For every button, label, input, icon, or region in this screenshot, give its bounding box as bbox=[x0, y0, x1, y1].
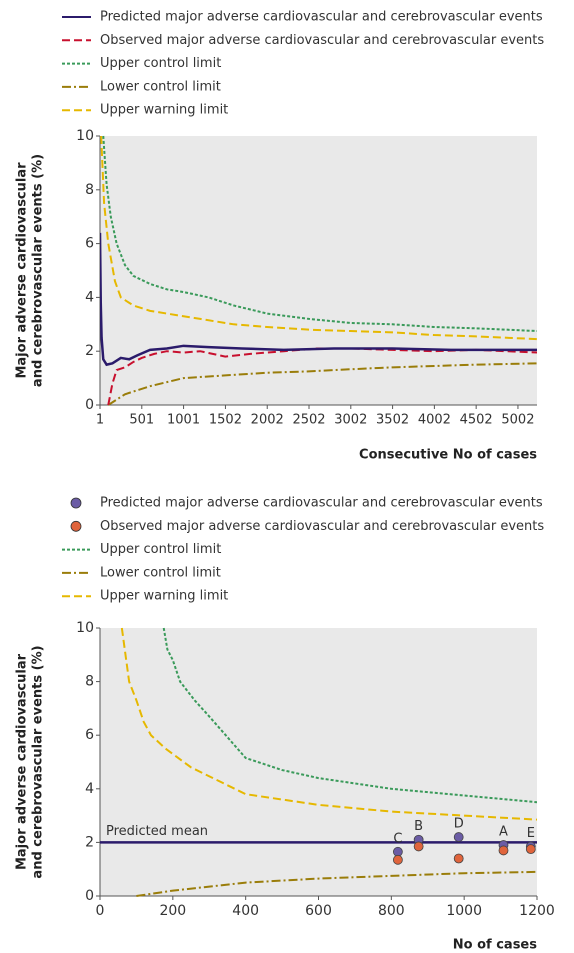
legend-label: Observed major adverse cardiovascular an… bbox=[100, 519, 544, 534]
plot-area bbox=[100, 136, 537, 405]
y-tick-label: 6 bbox=[85, 727, 94, 743]
x-tick-label: 2502 bbox=[292, 413, 325, 428]
y-tick-label: 4 bbox=[85, 289, 94, 305]
x-axis-label: No of cases bbox=[453, 938, 537, 953]
x-tick-label: 600 bbox=[305, 903, 332, 919]
y-tick-label: 2 bbox=[85, 834, 94, 850]
x-tick-label: 400 bbox=[232, 903, 259, 919]
x-tick-label: 4002 bbox=[418, 413, 451, 428]
series-line bbox=[107, 362, 537, 406]
x-tick-label: 4502 bbox=[460, 413, 493, 428]
x-tick-label: 501 bbox=[129, 413, 154, 428]
x-tick-label: 0 bbox=[96, 903, 105, 919]
series-line bbox=[102, 135, 537, 333]
x-tick-label: 1200 bbox=[519, 903, 555, 919]
point-label: E bbox=[527, 826, 535, 841]
legend-marker bbox=[70, 520, 82, 532]
x-tick-label: 1502 bbox=[209, 413, 242, 428]
legend-label: Observed major adverse cardiovascular an… bbox=[100, 33, 544, 48]
x-tick-label: 2002 bbox=[251, 413, 284, 428]
series-line bbox=[100, 135, 537, 341]
series-line bbox=[136, 870, 537, 897]
x-tick-label: 200 bbox=[159, 903, 186, 919]
series-line bbox=[107, 347, 537, 406]
y-tick-label: 2 bbox=[85, 343, 94, 359]
legend-label: Lower control limit bbox=[100, 79, 221, 94]
y-axis-label: and cerebrovascular events (%) bbox=[31, 154, 46, 387]
y-tick-label: 4 bbox=[85, 781, 94, 797]
plot-area bbox=[100, 628, 537, 896]
series-line bbox=[120, 627, 537, 821]
point bbox=[498, 845, 509, 856]
point-label: D bbox=[454, 817, 464, 832]
y-tick-label: 0 bbox=[85, 397, 94, 413]
point bbox=[525, 844, 536, 854]
x-tick-label: 800 bbox=[378, 903, 405, 919]
legend-label: Upper warning limit bbox=[100, 589, 228, 604]
point bbox=[453, 853, 464, 864]
point-label: C bbox=[393, 831, 402, 846]
x-tick-label: 5002 bbox=[501, 413, 534, 428]
legend-label: Predicted major adverse cardiovascular a… bbox=[100, 10, 543, 25]
y-tick-label: 8 bbox=[85, 182, 94, 198]
y-tick-label: 10 bbox=[76, 620, 94, 636]
legend-label: Upper control limit bbox=[100, 56, 221, 71]
legend-label: Predicted major adverse cardiovascular a… bbox=[100, 496, 543, 511]
y-axis-label: Major adverse cardiovascular bbox=[15, 653, 30, 870]
y-axis-label: Major adverse cardiovascular bbox=[15, 162, 30, 379]
legend-label: Lower control limit bbox=[100, 565, 221, 580]
legend-label: Upper control limit bbox=[100, 542, 221, 557]
x-axis-label: Consecutive No of cases bbox=[359, 448, 537, 463]
point bbox=[453, 832, 464, 842]
point-label: B bbox=[414, 819, 423, 834]
mean-label: Predicted mean bbox=[106, 824, 208, 839]
y-axis-label: and cerebrovascular events (%) bbox=[31, 645, 46, 878]
x-tick-label: 1 bbox=[96, 413, 104, 428]
point bbox=[413, 841, 424, 852]
x-tick-label: 3502 bbox=[376, 413, 409, 428]
x-tick-label: 1000 bbox=[446, 903, 482, 919]
point bbox=[392, 854, 403, 865]
y-tick-label: 0 bbox=[85, 888, 94, 904]
legend-label: Upper warning limit bbox=[100, 103, 228, 118]
y-tick-label: 10 bbox=[76, 128, 94, 144]
y-tick-label: 6 bbox=[85, 236, 94, 252]
legend-marker bbox=[70, 497, 82, 509]
y-tick-label: 8 bbox=[85, 674, 94, 690]
point-label: A bbox=[499, 825, 508, 840]
series-line bbox=[162, 627, 537, 804]
x-tick-label: 1001 bbox=[167, 413, 200, 428]
x-tick-label: 3002 bbox=[334, 413, 367, 428]
series-line bbox=[100, 232, 537, 367]
